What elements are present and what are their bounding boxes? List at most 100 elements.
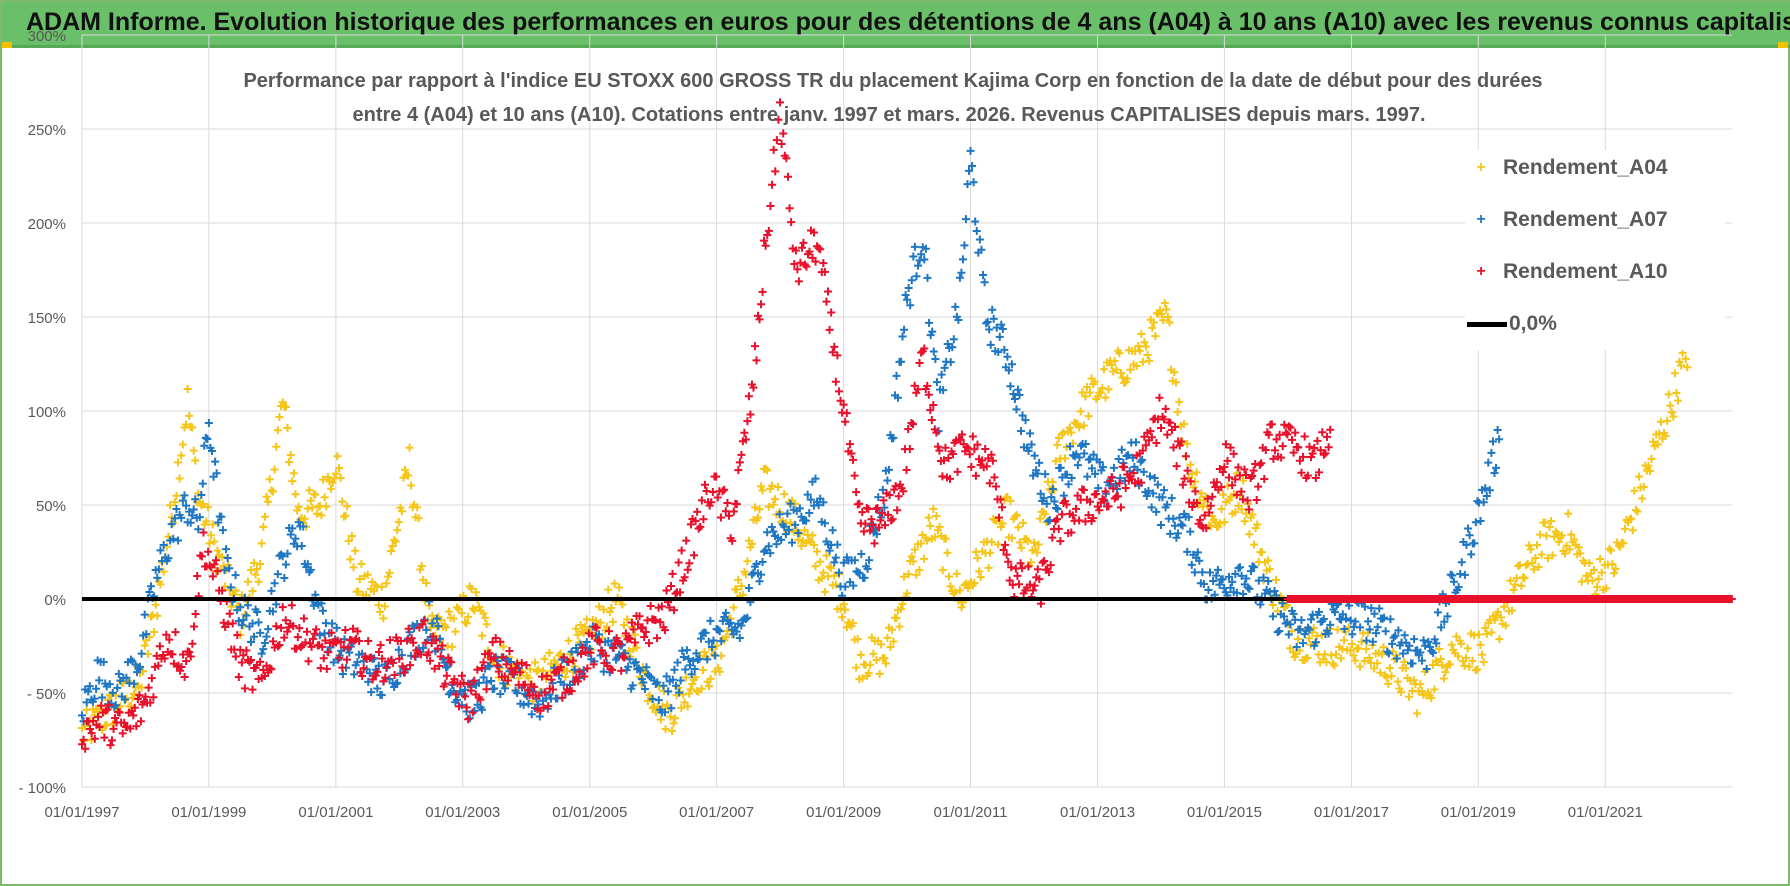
data-point xyxy=(891,482,900,491)
data-point xyxy=(100,733,109,742)
data-point xyxy=(210,560,219,569)
data-point xyxy=(465,680,474,689)
data-point xyxy=(222,545,231,554)
data-point xyxy=(556,663,565,672)
data-point xyxy=(794,535,803,544)
data-point xyxy=(90,694,99,703)
data-point xyxy=(137,649,146,658)
data-point xyxy=(395,654,404,663)
data-point xyxy=(822,551,831,560)
data-point xyxy=(376,641,385,650)
data-point xyxy=(605,607,614,616)
x-tick-label: 01/01/1999 xyxy=(171,804,246,821)
data-point xyxy=(1441,668,1450,677)
data-point xyxy=(472,588,481,597)
data-point xyxy=(831,553,840,562)
data-point xyxy=(912,272,921,281)
data-point xyxy=(240,684,249,693)
data-point xyxy=(764,542,773,551)
data-point xyxy=(592,623,601,632)
data-point xyxy=(819,568,828,577)
data-point xyxy=(1016,559,1025,568)
data-point xyxy=(589,660,598,669)
data-point xyxy=(1368,637,1377,646)
data-point xyxy=(1124,451,1133,460)
data-point xyxy=(802,516,811,525)
data-point xyxy=(1152,507,1161,516)
data-point xyxy=(1212,571,1221,580)
data-point xyxy=(315,631,324,640)
data-point xyxy=(1606,546,1615,555)
data-point xyxy=(994,348,1003,357)
legend-marker-a10: + xyxy=(1476,263,1486,280)
data-point xyxy=(986,340,995,349)
data-point xyxy=(1341,614,1350,623)
data-point xyxy=(979,270,988,279)
data-point xyxy=(796,258,805,267)
data-point xyxy=(705,682,714,691)
data-point xyxy=(1360,602,1369,611)
data-point xyxy=(418,620,427,629)
data-point xyxy=(862,503,871,512)
data-point xyxy=(1050,486,1059,495)
data-point xyxy=(1106,476,1115,485)
data-point xyxy=(1062,500,1071,509)
data-point xyxy=(887,516,896,525)
data-point xyxy=(884,465,893,474)
data-point xyxy=(95,722,104,731)
data-point xyxy=(660,626,669,635)
data-point xyxy=(288,477,297,486)
data-point xyxy=(943,548,952,557)
data-point xyxy=(409,638,418,647)
data-point xyxy=(177,513,186,522)
data-point xyxy=(427,639,436,648)
data-point xyxy=(857,549,866,558)
data-point xyxy=(1092,489,1101,498)
data-point xyxy=(458,671,467,680)
data-point xyxy=(1310,443,1319,452)
data-point xyxy=(806,495,815,504)
data-point xyxy=(1147,503,1156,512)
data-point xyxy=(333,452,342,461)
data-point xyxy=(973,553,982,562)
data-point xyxy=(374,601,383,610)
data-point xyxy=(250,558,259,567)
data-point xyxy=(1186,527,1195,536)
data-point xyxy=(1202,524,1211,533)
data-point xyxy=(1145,356,1154,365)
data-point xyxy=(839,600,848,609)
data-point xyxy=(108,736,117,745)
data-point xyxy=(390,670,399,679)
data-point xyxy=(923,536,932,545)
data-point xyxy=(476,695,485,704)
data-point xyxy=(1067,528,1076,537)
data-point xyxy=(604,585,613,594)
data-point xyxy=(1522,561,1531,570)
data-point xyxy=(990,473,999,482)
data-point xyxy=(1523,560,1532,569)
data-point xyxy=(522,661,531,670)
data-point xyxy=(526,665,535,674)
data-point xyxy=(845,440,854,449)
data-point xyxy=(615,639,624,648)
data-point xyxy=(966,146,975,155)
data-point xyxy=(889,433,898,442)
data-point xyxy=(988,456,997,465)
data-point xyxy=(685,689,694,698)
data-point xyxy=(1670,369,1679,378)
data-point xyxy=(534,691,543,700)
data-point xyxy=(938,566,947,575)
data-point xyxy=(169,518,178,527)
data-point xyxy=(1315,607,1324,616)
data-point xyxy=(1149,318,1158,327)
data-point xyxy=(676,588,685,597)
data-point xyxy=(404,471,413,480)
data-point xyxy=(405,443,414,452)
data-point xyxy=(1033,469,1042,478)
data-point xyxy=(81,722,90,731)
data-point xyxy=(732,500,741,509)
legend-label-a10: Rendement_A10 xyxy=(1503,260,1668,283)
data-point xyxy=(1046,561,1055,570)
data-point xyxy=(382,663,391,672)
data-point xyxy=(493,661,502,670)
